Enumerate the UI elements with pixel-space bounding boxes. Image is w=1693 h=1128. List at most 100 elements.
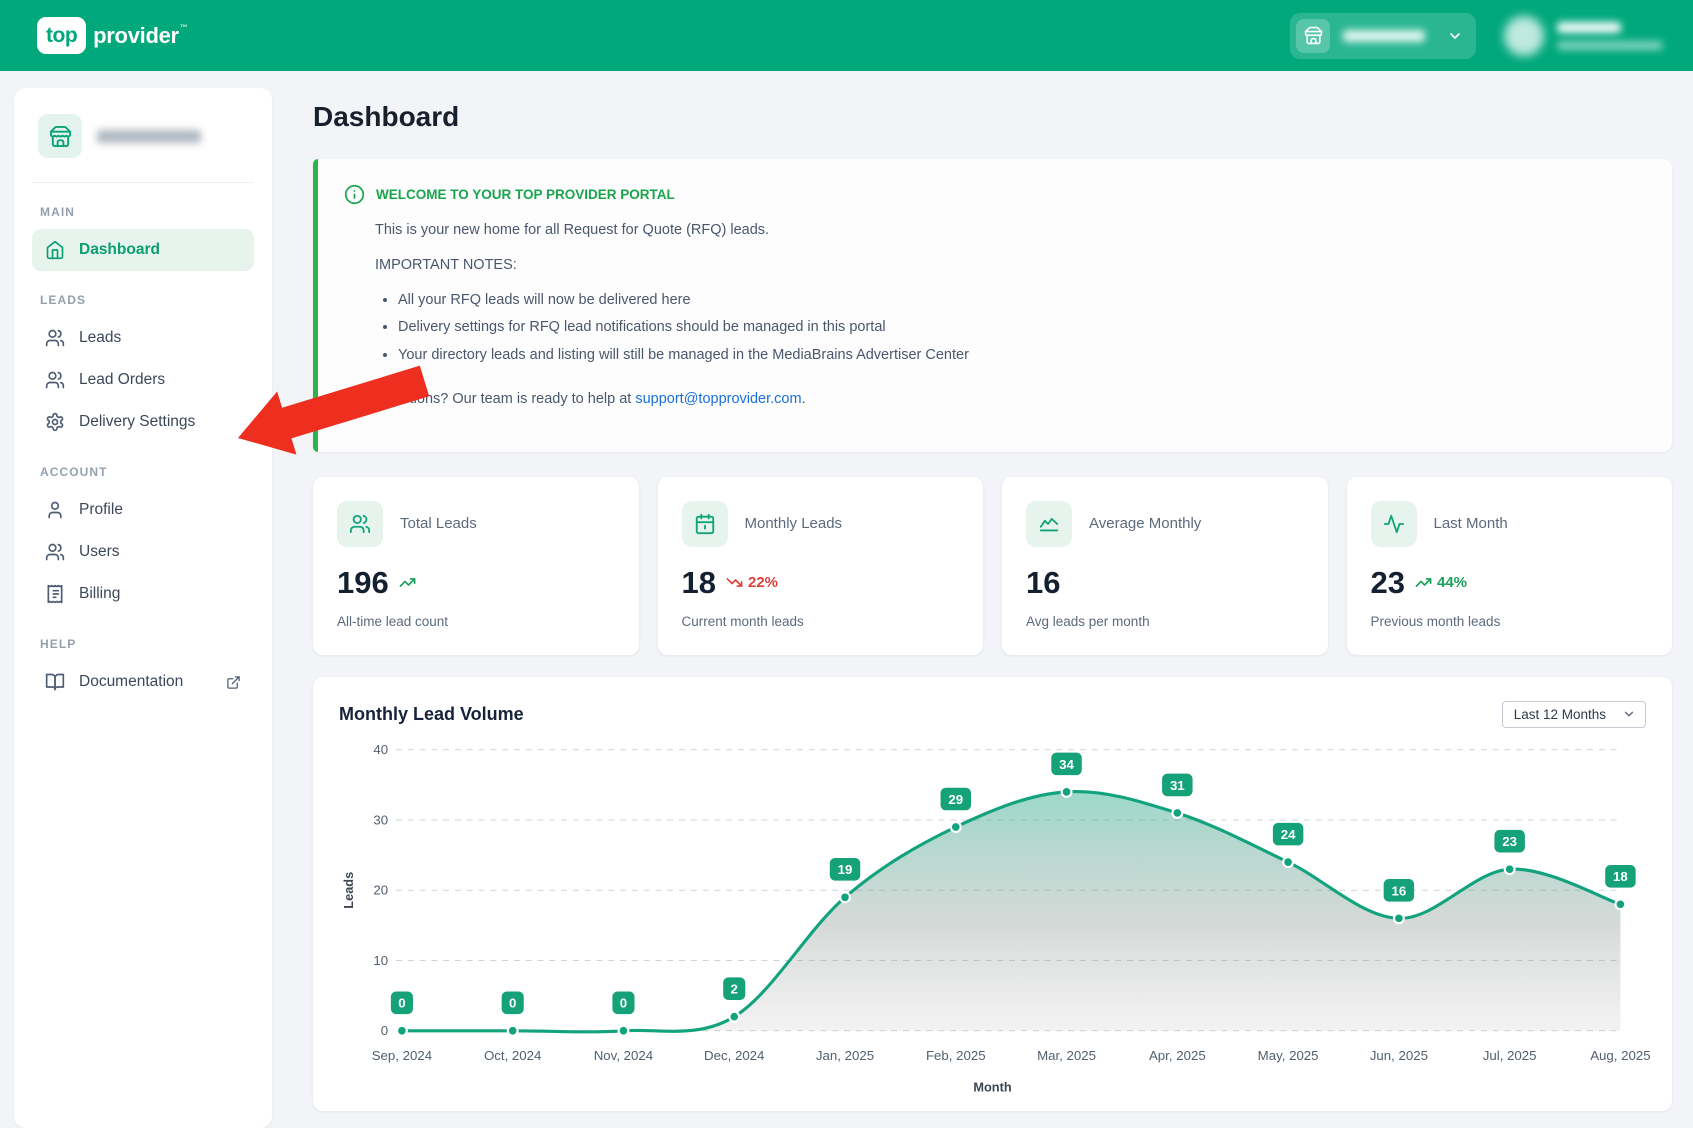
stat-card-total-leads: Total Leads 196 All-time lead count [313, 476, 639, 655]
storefront-icon [1296, 18, 1330, 53]
chart-value-label: 0 [509, 995, 516, 1010]
company-name-redacted [97, 129, 201, 143]
section-label-main: MAIN [40, 205, 75, 219]
welcome-banner-header: WELCOME TO YOUR TOP PROVIDER PORTAL [344, 184, 1642, 205]
logo-provider-text: provider™ [93, 22, 188, 48]
store-switcher-dropdown[interactable] [1290, 12, 1476, 59]
sidebar: MAIN Dashboard LEADS Leads Lead Orders D… [14, 88, 272, 1128]
gear-icon [46, 412, 64, 432]
chart-value-label: 0 [398, 995, 405, 1010]
chart-point [617, 1024, 630, 1037]
sidebar-item-label: Dashboard [79, 241, 160, 258]
sidebar-item-lead-orders[interactable]: Lead Orders [32, 359, 254, 401]
sidebar-item-users[interactable]: Users [32, 531, 254, 573]
time-range-select[interactable]: Last 12 Months [1501, 700, 1646, 728]
trend-text: 22% [747, 573, 779, 591]
banner-bullet: All your RFQ leads will now be delivered… [398, 290, 1642, 312]
area-fill [401, 791, 1621, 1032]
chart-point [1503, 862, 1516, 875]
x-tick-label: Jan, 2025 [816, 1048, 874, 1063]
chart-value-label: 34 [1059, 756, 1074, 771]
users-icon [45, 329, 65, 347]
stat-subtitle: All-time lead count [337, 613, 449, 629]
chart-point [1392, 911, 1405, 924]
header-right-cluster [1290, 12, 1663, 59]
support-email-link[interactable]: support@topprovider.com [635, 390, 802, 407]
stat-label: Average Monthly [1089, 515, 1202, 532]
chart-point [728, 1010, 741, 1023]
chart-point [1060, 785, 1073, 798]
trend-up-icon [399, 577, 416, 587]
sidebar-item-billing[interactable]: Billing [32, 573, 254, 615]
store-name-redacted [1343, 29, 1425, 42]
chart-value-label: 31 [1170, 777, 1185, 792]
top-header: top provider™ [0, 0, 1693, 71]
chart-value-label: 0 [620, 995, 627, 1010]
chart-value-label: 19 [838, 862, 853, 877]
stat-card-monthly-leads: Monthly Leads 18 22% Current month leads [657, 476, 983, 655]
sidebar-item-documentation[interactable]: Documentation [32, 661, 254, 703]
trend-down-indicator: 22% [726, 574, 778, 591]
book-icon [45, 673, 65, 691]
stat-value: 196 [337, 564, 389, 600]
chart-point [949, 820, 962, 833]
x-tick-label: Oct, 2024 [484, 1048, 541, 1063]
welcome-banner-body: This is your new home for all Request fo… [375, 220, 1642, 411]
users-icon [337, 500, 383, 547]
chart-value-badge [829, 857, 861, 881]
chart-value-badge [1051, 752, 1082, 775]
trend-up-indicator [399, 574, 421, 591]
home-icon [46, 240, 64, 260]
banner-bullet: Your directory leads and listing will st… [398, 345, 1642, 367]
topprovider-logo: top provider™ [37, 17, 188, 54]
banner-intro: This is your new home for all Request fo… [375, 222, 770, 238]
stat-value: 16 [1026, 564, 1061, 600]
time-range-value: Last 12 Months [1513, 706, 1606, 722]
y-tick-label: 10 [373, 952, 388, 967]
stat-label: Last Month [1433, 515, 1508, 532]
users-icon [45, 543, 65, 561]
sidebar-item-leads[interactable]: Leads [32, 317, 254, 359]
trend-up-icon [1415, 577, 1432, 587]
receipt-icon [47, 584, 63, 604]
user-menu[interactable] [1504, 15, 1663, 56]
main-content: Dashboard WELCOME TO YOUR TOP PROVIDER P… [272, 71, 1693, 1112]
chart-value-badge [1162, 773, 1193, 796]
sidebar-company-header [32, 114, 254, 183]
sidebar-item-label: Billing [79, 585, 121, 602]
monthly-lead-volume-card: Monthly Lead Volume Last 12 Months 0 [313, 676, 1672, 1112]
banner-questions: Questions? Our team is ready to help at … [375, 390, 806, 407]
avatar [1504, 15, 1544, 56]
area-chart-icon [1026, 500, 1072, 547]
stat-label: Monthly Leads [744, 515, 843, 532]
user-role-line [1557, 40, 1663, 50]
sidebar-item-dashboard[interactable]: Dashboard [32, 229, 254, 271]
trend-down-icon [726, 577, 743, 587]
info-icon [344, 184, 365, 205]
stat-card-average-monthly: Average Monthly 16 Avg leads per month [1002, 476, 1328, 655]
sidebar-item-label: Profile [79, 501, 123, 518]
chart-value-label: 16 [1392, 883, 1407, 898]
user-name-redacted [1557, 21, 1663, 50]
stats-row: Total Leads 196 All-time lead count Mo [313, 476, 1672, 655]
x-tick-label: Mar, 2025 [1037, 1048, 1096, 1063]
chevron-down-icon [1622, 707, 1636, 721]
chart-value-badge [612, 990, 635, 1014]
section-label-leads: LEADS [40, 293, 87, 307]
stat-card-last-month: Last Month 23 44% Previous month leads [1346, 476, 1672, 655]
x-tick-label: Jul, 2025 [1483, 1048, 1537, 1063]
chart-value-badge [501, 990, 524, 1014]
x-tick-label: May, 2025 [1258, 1048, 1319, 1063]
x-tick-label: Sep, 2024 [372, 1048, 432, 1063]
y-tick-label: 0 [381, 1023, 388, 1038]
chart-point [1614, 897, 1627, 910]
user-icon [48, 501, 62, 519]
x-tick-label: Apr, 2025 [1149, 1048, 1206, 1063]
stat-subtitle: Current month leads [681, 613, 804, 629]
x-tick-label: Jun, 2025 [1370, 1048, 1428, 1063]
x-tick-label: Aug, 2025 [1590, 1048, 1650, 1063]
chart-value-badge [1383, 878, 1415, 902]
sidebar-item-profile[interactable]: Profile [32, 489, 254, 531]
sidebar-item-delivery-settings[interactable]: Delivery Settings [32, 401, 254, 443]
